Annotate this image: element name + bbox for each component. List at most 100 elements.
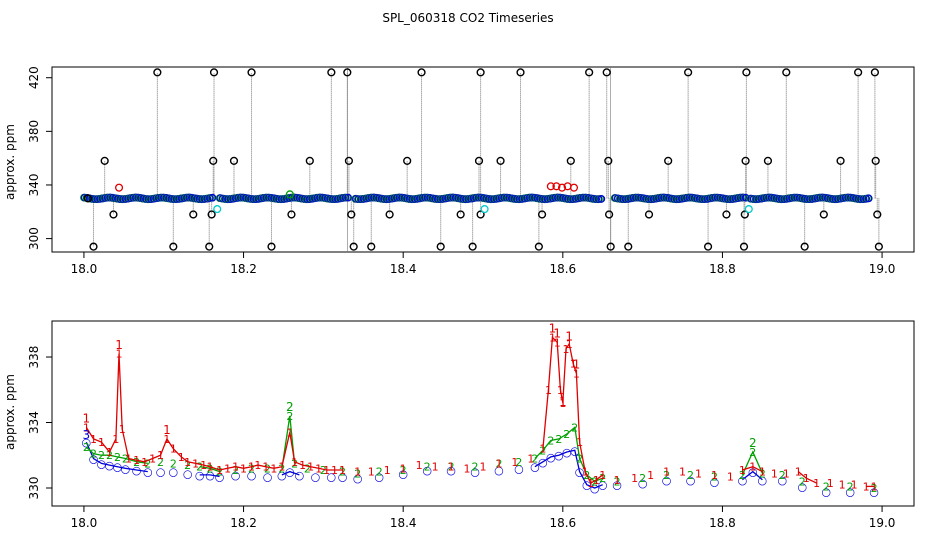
series-1-marker: 1: [125, 453, 132, 466]
series-1-marker: 1: [315, 462, 322, 475]
series-3-marker: ○: [570, 444, 580, 457]
series-2-marker: 2: [184, 459, 191, 472]
series-1-marker: 1: [557, 384, 564, 397]
series-1-marker: 1: [570, 358, 577, 371]
series-label: 2: [286, 400, 294, 414]
series-1-marker: 1: [563, 343, 570, 356]
series-2-marker: 2: [170, 457, 177, 470]
series-1-marker: 1: [368, 466, 375, 479]
series-2-marker: 2: [576, 453, 583, 466]
series-3-marker: ○: [183, 467, 193, 480]
panel-top-ylabel: approx. ppm: [3, 124, 17, 200]
series-1-marker: 1: [278, 461, 285, 474]
series-3-marker: ○: [710, 475, 720, 488]
series-2-marker: 2: [320, 464, 327, 477]
series-1-marker: 1: [827, 477, 834, 490]
spike-point: [436, 242, 445, 251]
series-1-marker: 1: [576, 436, 583, 449]
series-2-marker: 2: [106, 449, 113, 462]
panel-bottom-ylabel: approx. ppm: [3, 374, 17, 450]
series-3-marker: ○: [353, 472, 363, 485]
series-1-marker: 1: [232, 461, 239, 474]
baseline-point-blue: [208, 193, 217, 202]
series-1-marker: 1: [759, 466, 766, 479]
series-1-line: [742, 465, 763, 473]
spike-point: [83, 194, 93, 203]
series-1-marker: 1: [839, 479, 846, 492]
series-3-line: [534, 449, 603, 489]
panel-bottom-filtered-timeseries: approx. ppm 18.0 18.2 18.4 18.6 18.8 19.0 330 3…: [3, 320, 915, 530]
series-3-marker: ○: [514, 462, 524, 475]
spike-point: [417, 68, 426, 77]
series-3-marker: ○: [638, 477, 648, 490]
series-2-marker: 2: [424, 461, 431, 474]
series-1-marker: 1: [90, 433, 97, 446]
series-2-marker: 2: [278, 462, 285, 475]
series-1-marker: 1: [262, 461, 269, 474]
series-2-marker: 2: [448, 461, 455, 474]
series-2-marker: 2: [531, 453, 538, 466]
series-2-marker: 2: [515, 456, 522, 469]
cyan-point: [480, 205, 489, 214]
spike-point: [606, 242, 615, 251]
series-2-marker: 2: [779, 469, 786, 482]
series-1-marker: 1: [727, 471, 734, 484]
spike-point: [109, 210, 118, 219]
series-1-marker: 1: [614, 474, 621, 487]
series-2-marker: 2: [591, 475, 598, 488]
panel-top-raw-timeseries: approx. ppm 18.0 18.2 18.4 18.6 18.8 19.0 300 3…: [3, 66, 915, 276]
series-2-marker: 2: [157, 456, 164, 469]
series-3-marker: ○: [105, 459, 115, 472]
series-label: 1: [163, 423, 171, 437]
series-1-marker: 1: [511, 456, 518, 469]
series-2-marker: 2: [98, 449, 105, 462]
series-1-marker: 1: [133, 454, 140, 467]
panel-bottom-frame: [51, 320, 915, 507]
series-1-marker: 1: [98, 436, 105, 449]
series-2-marker: 2: [83, 441, 90, 454]
spike-point: [344, 156, 354, 165]
series-1-marker: 1: [593, 474, 600, 487]
series-1-marker: 1: [307, 461, 314, 474]
bottom-xtick-label: 18.8: [709, 516, 736, 530]
series-3-marker: ○: [748, 466, 758, 479]
spike-point: [873, 210, 882, 219]
series-3-marker: ○: [169, 466, 179, 479]
series-3-marker: ○: [612, 479, 622, 492]
series-1-marker: 1: [291, 456, 298, 469]
series-3-marker: ○: [327, 471, 337, 484]
series-1-marker: 1: [711, 469, 718, 482]
spike-point: [343, 68, 352, 77]
bottom-xtick-label: 18.0: [71, 516, 98, 530]
series-1-marker: 1: [178, 451, 185, 464]
series-3-marker: ○: [530, 461, 540, 474]
series-3-marker: ○: [89, 453, 99, 466]
series-1-marker: 1: [539, 443, 546, 456]
spike-point: [403, 156, 412, 165]
series-2-marker: 2: [495, 457, 502, 470]
series-2-marker: 2: [539, 444, 546, 457]
series-1-marker: 1: [384, 464, 391, 477]
spike-point: [740, 210, 749, 219]
spike-point: [189, 210, 198, 219]
series-label: 2: [749, 436, 757, 450]
series-3-marker: ○: [778, 474, 788, 487]
series-1-marker: 1: [559, 397, 566, 410]
series-3-line: [85, 441, 148, 473]
red-point: [552, 182, 561, 191]
series-2-line: [741, 450, 763, 476]
series-1-marker: 1: [270, 462, 277, 475]
series-2-marker: 2: [248, 462, 255, 475]
series-1-marker: 1: [192, 457, 199, 470]
series-3-marker: ○: [338, 471, 348, 484]
spike-point: [209, 156, 218, 165]
spike-point: [153, 68, 162, 77]
series-2-marker: 2: [339, 466, 346, 479]
spike-point: [602, 68, 611, 77]
series-2-marker: 2: [823, 480, 830, 493]
spike-point: [854, 68, 863, 77]
series-1-marker: 1: [157, 449, 164, 462]
series-2-marker: 2: [555, 433, 562, 446]
spike-point: [347, 210, 356, 219]
spike-point: [566, 156, 575, 165]
